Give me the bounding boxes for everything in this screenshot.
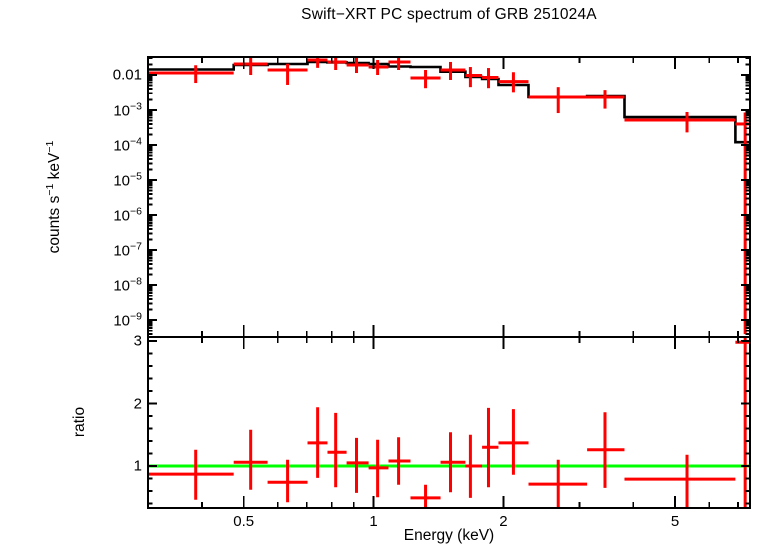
y-tick-label: 10−4 [113,135,142,155]
y-tick-label: 3 [133,332,142,350]
y-axis-label-counts: counts s−1 keV−1 [44,140,63,254]
x-tick-label: 0.5 [233,513,255,530]
ratio-data-group [148,337,750,508]
y-tick-label: 10−5 [113,170,142,190]
y-tick-label: 10−3 [113,100,142,120]
x-tick-label: 1 [369,513,378,530]
y-tick-label: 10−9 [113,310,142,330]
y-tick-label: 10−8 [113,275,142,295]
ratio-frame [147,336,751,509]
x-axis-label-energy: Energy (keV) [403,527,495,544]
plot-title: Swift−XRT PC spectrum of GRB 251024A [301,6,597,23]
y-tick-label: 1 [133,457,142,475]
ratio-ticks [148,337,750,508]
y-axis-label-ratio: ratio [71,406,88,438]
y-tick-label: 10−6 [113,205,142,225]
x-tick-label: 5 [670,513,680,530]
y-tick-label: 0.01 [112,66,142,84]
y-tick-label: 10−7 [113,240,142,260]
y-tick-label: 2 [133,395,142,412]
spectrum-frame [147,56,751,338]
x-tick-label: 2 [499,513,508,530]
spectrum-data-group [148,57,750,335]
spectrum-ticks [148,57,750,337]
